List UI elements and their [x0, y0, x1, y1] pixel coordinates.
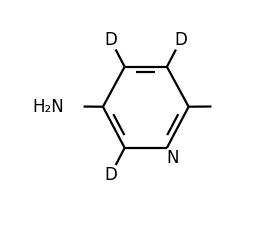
- Text: N: N: [166, 149, 179, 167]
- Text: D: D: [104, 31, 117, 49]
- Text: D: D: [104, 166, 117, 184]
- Text: H₂N: H₂N: [32, 98, 64, 116]
- Text: D: D: [175, 31, 187, 49]
